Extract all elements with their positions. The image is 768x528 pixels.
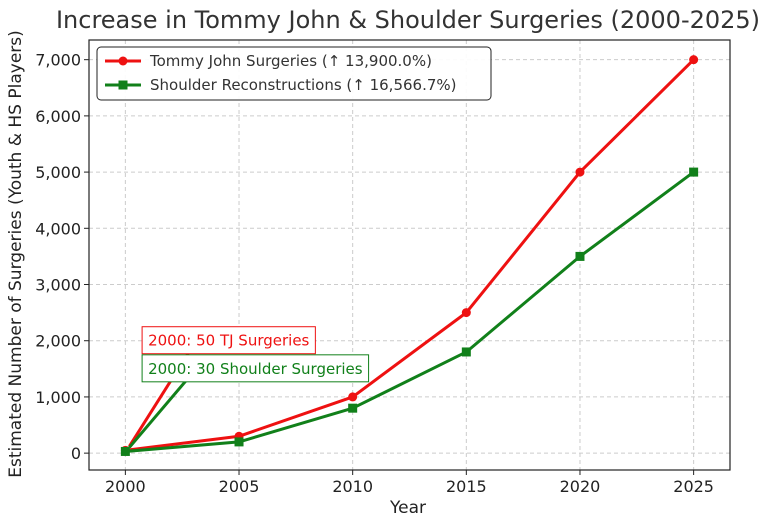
y-tick-label: 5,000 [35,163,81,182]
data-point-2 [348,403,358,413]
legend-marker [118,80,128,90]
y-tick-label: 0 [71,444,81,463]
y-tick-label: 3,000 [35,276,81,295]
x-tick-label: 2010 [332,477,373,496]
chart-title: Increase in Tommy John & Shoulder Surger… [56,6,760,34]
x-tick-label: 2000 [105,477,146,496]
legend-label: Shoulder Reconstructions (↑ 16,566.7%) [150,76,457,94]
x-tick-label: 2020 [560,477,601,496]
data-point-1 [575,167,585,177]
axes: 2000 2005 2010 2015 2020 2025 0 1,000 2,000 3,000… [35,39,731,496]
y-tick-label: 1,000 [35,388,81,407]
data-point-1 [689,55,699,65]
y-tick-label: 4,000 [35,219,81,238]
x-tick-label: 2005 [219,477,260,496]
x-axis-label: Year [389,498,426,518]
y-tick-label: 7,000 [35,51,81,70]
y-tick-label: 6,000 [35,107,81,126]
annotation-text: 2000: 30 Shoulder Surgeries [148,360,363,378]
y-tick-label: 2,000 [35,332,81,351]
x-tick-label: 2025 [673,477,714,496]
data-point-2 [689,167,699,177]
data-point-2 [575,251,585,261]
legend-marker [118,56,128,66]
data-point-2 [461,347,471,357]
series-layer [120,55,699,456]
data-point-1 [348,392,358,402]
legend-label: Tommy John Surgeries (↑ 13,900.0%) [149,52,432,70]
annotation-box [141,354,370,383]
data-point-1 [461,308,471,318]
legend-box [96,46,492,101]
annotation-box [141,326,316,355]
annotation-text: 2000: 50 TJ Surgeries [148,332,309,350]
legend: Tommy John Surgeries (↑ 13,900.0%) Should… [96,46,492,101]
annotations: 2000: 50 TJ Surgeries 2000: 30 Shoulder S… [128,326,370,449]
series-line-1 [125,58,695,452]
data-point-2 [120,446,130,456]
grid [89,40,730,470]
y-axis-label: Estimated Number of Surgeries (Youth & H… [6,30,26,478]
x-tick-label: 2015 [446,477,487,496]
series-line-2 [125,170,695,453]
data-point-2 [234,437,244,447]
plot-frame [88,39,731,471]
